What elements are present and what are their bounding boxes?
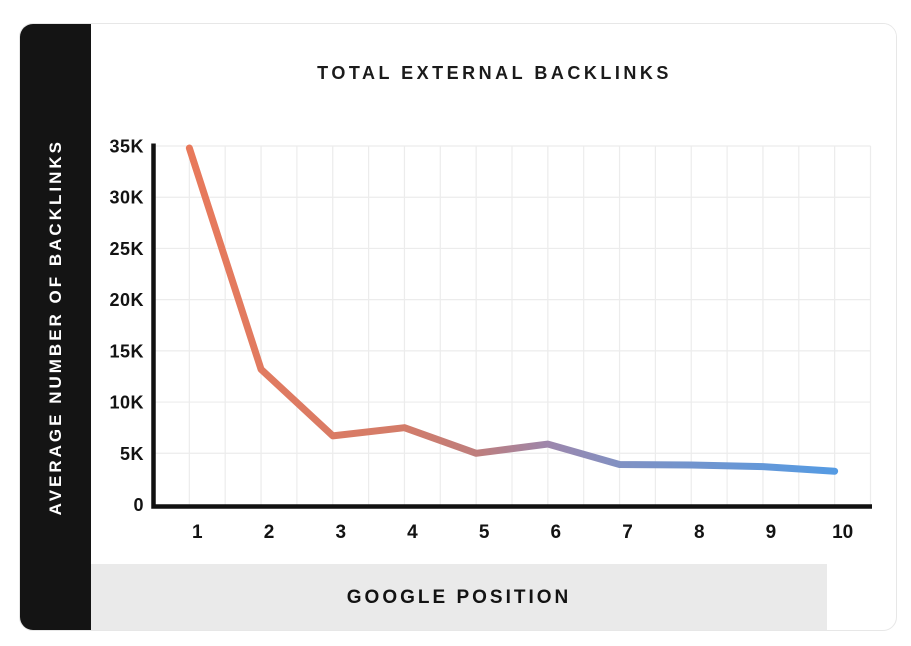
chart-card: AVERAGE NUMBER OF BACKLINKS TOTAL EXTERN…: [19, 23, 897, 631]
x-tick-label: 2: [264, 522, 275, 543]
x-axis-title: GOOGLE POSITION: [346, 587, 572, 608]
x-tick-label: 6: [551, 522, 562, 543]
y-tick-label: 20K: [109, 290, 144, 310]
x-tick-label: 5: [479, 522, 490, 543]
x-tick-label: 1: [192, 522, 203, 543]
y-tick-label: 10K: [109, 393, 144, 413]
y-tick-label: 25K: [109, 239, 144, 259]
x-tick-label: 8: [694, 522, 705, 543]
x-tick-label: 9: [766, 522, 777, 543]
y-tick-label: 5K: [120, 444, 144, 464]
x-tick-label: 10: [832, 522, 853, 543]
x-axis-title-bar: GOOGLE POSITION: [91, 564, 827, 630]
y-axis-title: AVERAGE NUMBER OF BACKLINKS: [45, 138, 65, 516]
backlinks-line-chart: 35K 30K 25K 20K 15K 10K 5K 0 1 2 3 4 5 6 7 8 9 10: [109, 137, 872, 543]
x-tick-label: 4: [407, 522, 418, 543]
x-tick-label: 3: [335, 522, 346, 543]
y-tick-label: 35K: [109, 137, 144, 157]
backlinks-series-line: [185, 144, 839, 475]
chart-area: TOTAL EXTERNAL BACKLINKS 35K 30K 25K 20K 15K…: [91, 24, 896, 564]
y-tick-label: 0: [133, 495, 144, 515]
x-tick-label: 7: [622, 522, 633, 543]
y-tick-label: 15K: [109, 341, 144, 361]
y-axis-title-bar: AVERAGE NUMBER OF BACKLINKS: [20, 24, 91, 630]
axes-lines: [151, 143, 872, 509]
chart-title: TOTAL EXTERNAL BACKLINKS: [317, 63, 672, 83]
y-tick-label: 30K: [109, 188, 144, 208]
